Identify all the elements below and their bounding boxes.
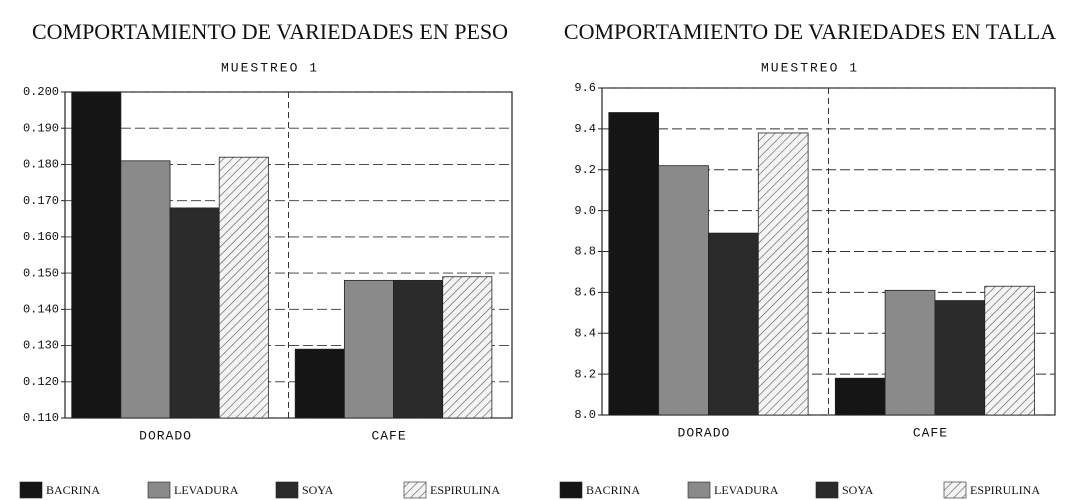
legend-label: LEVADURA [174, 483, 239, 497]
y-tick-label: 8.6 [574, 286, 596, 300]
y-tick-label: 9.0 [574, 204, 596, 218]
y-tick-label: 0.170 [23, 194, 59, 208]
y-tick-label: 0.200 [23, 85, 59, 99]
legend-label: ESPIRULINA [430, 483, 500, 497]
bar [71, 91, 122, 419]
bar [218, 156, 269, 419]
legend-label: BACRINA [586, 483, 640, 497]
bar [884, 289, 936, 416]
y-tick-label: 8.4 [574, 326, 596, 340]
y-tick-label: 9.2 [574, 163, 596, 177]
bar [984, 285, 1036, 416]
x-tick-label: CAFE [371, 428, 406, 443]
y-tick-label: 0.150 [23, 266, 59, 280]
y-tick-label: 8.0 [574, 408, 596, 422]
legend-swatch [815, 481, 839, 499]
bar [834, 377, 886, 416]
bar [393, 279, 444, 419]
y-tick-label: 0.140 [23, 303, 59, 317]
y-tick-label: 9.4 [574, 122, 596, 136]
bar [608, 112, 660, 416]
x-tick-label: DORADO [678, 425, 731, 440]
x-tick-label: DORADO [139, 428, 192, 443]
legend-label: SOYA [842, 483, 874, 497]
legend-label: BACRINA [46, 483, 100, 497]
legend-label: SOYA [302, 483, 334, 497]
legend-swatch [687, 481, 711, 499]
y-tick-label: 9.6 [574, 81, 596, 95]
y-tick-label: 0.120 [23, 375, 59, 389]
bar [658, 165, 709, 416]
chart-title: COMPORTAMIENTO DE VARIEDADES EN TALLA [564, 19, 1056, 44]
legend-swatch [559, 481, 583, 499]
legend-swatch [943, 481, 967, 499]
legend-swatch [275, 481, 299, 499]
chart-title: COMPORTAMIENTO DE VARIEDADES EN PESO [32, 19, 508, 44]
legend-swatch [19, 481, 43, 499]
legend-label: LEVADURA [714, 483, 779, 497]
legend-swatch [147, 481, 171, 499]
bar [120, 160, 171, 419]
bar [169, 207, 220, 419]
chart-subtitle: MUESTREO 1 [761, 60, 859, 75]
bar [708, 232, 759, 416]
y-tick-label: 0.160 [23, 230, 59, 244]
bar [757, 132, 809, 416]
legend-swatch [403, 481, 427, 499]
y-tick-label: 0.190 [23, 121, 59, 135]
chart-subtitle: MUESTREO 1 [221, 60, 319, 75]
y-tick-label: 0.110 [23, 411, 59, 425]
bar [934, 300, 986, 416]
x-tick-label: CAFE [913, 425, 948, 440]
legend-label: ESPIRULINA [970, 483, 1040, 497]
bar [294, 348, 345, 419]
bar [442, 276, 493, 419]
y-tick-label: 0.130 [23, 339, 59, 353]
y-tick-label: 8.8 [574, 245, 596, 259]
bar [343, 279, 394, 419]
y-tick-label: 8.2 [574, 367, 596, 381]
y-tick-label: 0.180 [23, 158, 59, 172]
